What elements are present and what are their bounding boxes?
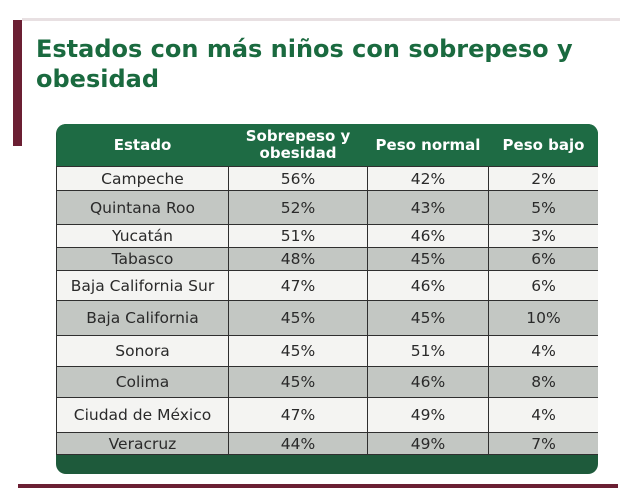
cell-peso-bajo: 4% (488, 335, 598, 367)
cell-peso-bajo: 4% (488, 397, 598, 433)
cell-peso-normal: 46% (367, 366, 489, 398)
cell-estado: Quintana Roo (56, 190, 229, 225)
cell-peso-normal: 49% (367, 432, 489, 455)
cell-sobrepeso: 45% (228, 335, 368, 367)
cell-peso-normal: 46% (367, 224, 489, 248)
cell-estado: Sonora (56, 335, 229, 367)
table-row: Baja California 45% 45% 10% (56, 300, 598, 336)
cell-peso-bajo: 5% (488, 190, 598, 225)
table-header: Estado Sobrepeso y obesidad Peso normal … (56, 124, 598, 167)
cell-peso-normal: 43% (367, 190, 489, 225)
table-row: Colima 45% 46% 8% (56, 366, 598, 398)
cell-peso-normal: 51% (367, 335, 489, 367)
cell-peso-normal: 45% (367, 247, 489, 271)
bottom-divider-line (18, 484, 618, 488)
cell-sobrepeso: 56% (228, 166, 368, 191)
table-body: Campeche 56% 42% 2% Quintana Roo 52% 43%… (56, 166, 598, 455)
header-peso-bajo: Peso bajo (488, 124, 598, 167)
obesity-table: Estado Sobrepeso y obesidad Peso normal … (56, 124, 598, 455)
cell-estado: Campeche (56, 166, 229, 191)
cell-peso-bajo: 3% (488, 224, 598, 248)
cell-sobrepeso: 45% (228, 300, 368, 336)
cell-sobrepeso: 51% (228, 224, 368, 248)
header-row: Estado Sobrepeso y obesidad Peso normal … (56, 124, 598, 167)
cell-peso-bajo: 2% (488, 166, 598, 191)
top-divider-line (22, 18, 620, 21)
cell-peso-normal: 46% (367, 270, 489, 301)
header-sobrepeso: Sobrepeso y obesidad (228, 124, 368, 167)
header-estado: Estado (56, 124, 229, 167)
cell-estado: Ciudad de México (56, 397, 229, 433)
table-row: Quintana Roo 52% 43% 5% (56, 190, 598, 225)
cell-sobrepeso: 52% (228, 190, 368, 225)
cell-estado: Baja California Sur (56, 270, 229, 301)
cell-peso-bajo: 10% (488, 300, 598, 336)
cell-peso-bajo: 6% (488, 247, 598, 271)
table-row: Baja California Sur 47% 46% 6% (56, 270, 598, 301)
table-row: Ciudad de México 47% 49% 4% (56, 397, 598, 433)
cell-sobrepeso: 48% (228, 247, 368, 271)
cell-sobrepeso: 47% (228, 397, 368, 433)
cell-peso-bajo: 7% (488, 432, 598, 455)
cell-estado: Veracruz (56, 432, 229, 455)
cell-estado: Baja California (56, 300, 229, 336)
cell-peso-normal: 45% (367, 300, 489, 336)
table-row: Yucatán 51% 46% 3% (56, 224, 598, 248)
cell-estado: Yucatán (56, 224, 229, 248)
cell-sobrepeso: 47% (228, 270, 368, 301)
cell-peso-bajo: 8% (488, 366, 598, 398)
cell-sobrepeso: 45% (228, 366, 368, 398)
cell-peso-normal: 42% (367, 166, 489, 191)
accent-bar (13, 20, 22, 146)
cell-estado: Colima (56, 366, 229, 398)
cell-peso-bajo: 6% (488, 270, 598, 301)
data-table-container: Estado Sobrepeso y obesidad Peso normal … (56, 124, 598, 474)
cell-peso-normal: 49% (367, 397, 489, 433)
cell-sobrepeso: 44% (228, 432, 368, 455)
table-row: Campeche 56% 42% 2% (56, 166, 598, 191)
table-row: Veracruz 44% 49% 7% (56, 432, 598, 455)
cell-estado: Tabasco (56, 247, 229, 271)
table-row: Tabasco 48% 45% 6% (56, 247, 598, 271)
table-row: Sonora 45% 51% 4% (56, 335, 598, 367)
page-title: Estados con más niños con sobrepeso y ob… (36, 35, 573, 93)
header-peso-normal: Peso normal (367, 124, 489, 167)
